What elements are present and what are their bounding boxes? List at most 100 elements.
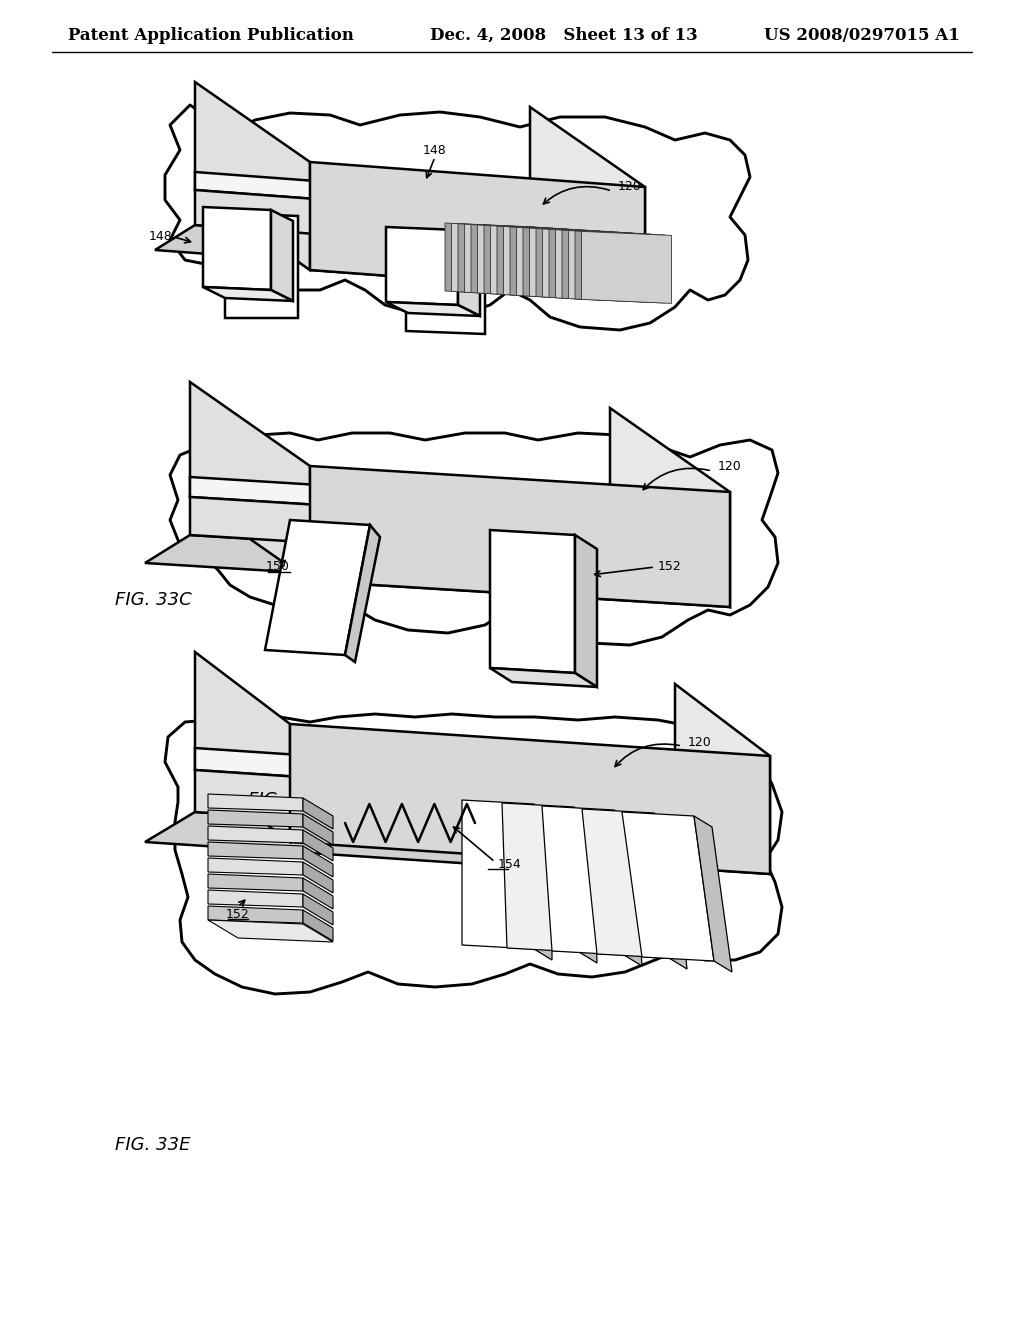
Polygon shape [386,302,480,315]
Polygon shape [310,162,645,294]
Polygon shape [458,230,480,315]
Polygon shape [575,231,665,304]
Polygon shape [145,812,675,874]
Polygon shape [310,466,730,607]
Polygon shape [208,842,303,859]
Polygon shape [694,816,732,972]
Polygon shape [303,878,333,909]
Polygon shape [155,224,530,275]
Text: US 2008/0297015 A1: US 2008/0297015 A1 [764,26,961,44]
Polygon shape [190,498,730,607]
Polygon shape [490,226,581,298]
Polygon shape [555,230,645,302]
Polygon shape [165,106,750,330]
Polygon shape [225,213,298,318]
Polygon shape [190,477,610,523]
Polygon shape [458,224,548,296]
Polygon shape [203,207,271,290]
Polygon shape [471,224,561,297]
Polygon shape [575,535,597,686]
Text: 120: 120 [618,181,642,194]
Text: 154: 154 [498,858,522,870]
Polygon shape [582,231,672,304]
Polygon shape [208,795,303,810]
Polygon shape [265,520,370,655]
Polygon shape [208,826,303,843]
Polygon shape [523,228,613,300]
Text: 150: 150 [266,561,290,573]
Polygon shape [303,909,333,941]
Polygon shape [675,684,770,874]
Polygon shape [574,807,597,964]
Polygon shape [195,748,675,803]
Polygon shape [502,803,579,952]
Polygon shape [195,82,310,271]
Text: Dec. 4, 2008   Sheet 13 of 13: Dec. 4, 2008 Sheet 13 of 13 [430,26,697,44]
Polygon shape [465,224,555,296]
Polygon shape [303,799,333,829]
Polygon shape [530,107,645,294]
Polygon shape [303,862,333,894]
Polygon shape [303,846,333,876]
Text: FIG. 33C: FIG. 33C [115,591,191,609]
Text: 152: 152 [658,561,682,573]
Polygon shape [208,920,333,942]
Polygon shape [165,714,782,994]
Polygon shape [303,814,333,845]
Text: FIG. 33E: FIG. 33E [115,1137,190,1154]
Polygon shape [406,236,485,334]
Text: 148: 148 [423,144,446,157]
Text: 120: 120 [688,735,712,748]
Polygon shape [497,226,587,298]
Polygon shape [190,498,610,561]
Polygon shape [208,890,303,907]
Polygon shape [208,874,303,891]
Polygon shape [516,227,606,300]
Text: 148: 148 [148,231,172,243]
Polygon shape [208,906,303,923]
Polygon shape [195,190,530,249]
Polygon shape [195,172,530,215]
Polygon shape [190,381,310,581]
Polygon shape [195,770,770,874]
Polygon shape [536,228,626,301]
Polygon shape [543,228,633,301]
Polygon shape [477,224,567,297]
Polygon shape [195,190,645,294]
Polygon shape [208,810,303,828]
Polygon shape [170,433,778,645]
Polygon shape [445,223,535,294]
Polygon shape [542,807,624,954]
Polygon shape [484,226,574,297]
Polygon shape [582,809,669,958]
Polygon shape [386,227,458,305]
Polygon shape [345,525,380,663]
Polygon shape [145,535,610,589]
Polygon shape [549,230,639,301]
Polygon shape [195,770,675,843]
Polygon shape [290,723,770,874]
Polygon shape [510,227,600,300]
Polygon shape [303,830,333,861]
Polygon shape [195,652,290,842]
Polygon shape [610,408,730,607]
Text: 152: 152 [226,908,250,920]
Polygon shape [654,813,687,969]
Polygon shape [568,231,658,302]
Polygon shape [614,810,642,966]
Text: FIG. 33D: FIG. 33D [248,791,326,809]
Polygon shape [534,804,552,960]
Polygon shape [490,668,597,686]
Polygon shape [271,210,293,301]
Polygon shape [303,894,333,925]
Polygon shape [490,531,575,673]
Polygon shape [203,286,293,301]
Text: Patent Application Publication: Patent Application Publication [68,26,354,44]
Polygon shape [562,230,652,302]
Polygon shape [462,800,534,949]
Polygon shape [622,812,714,961]
Polygon shape [452,223,542,296]
Polygon shape [208,858,303,875]
Polygon shape [504,227,594,298]
Polygon shape [529,228,620,300]
